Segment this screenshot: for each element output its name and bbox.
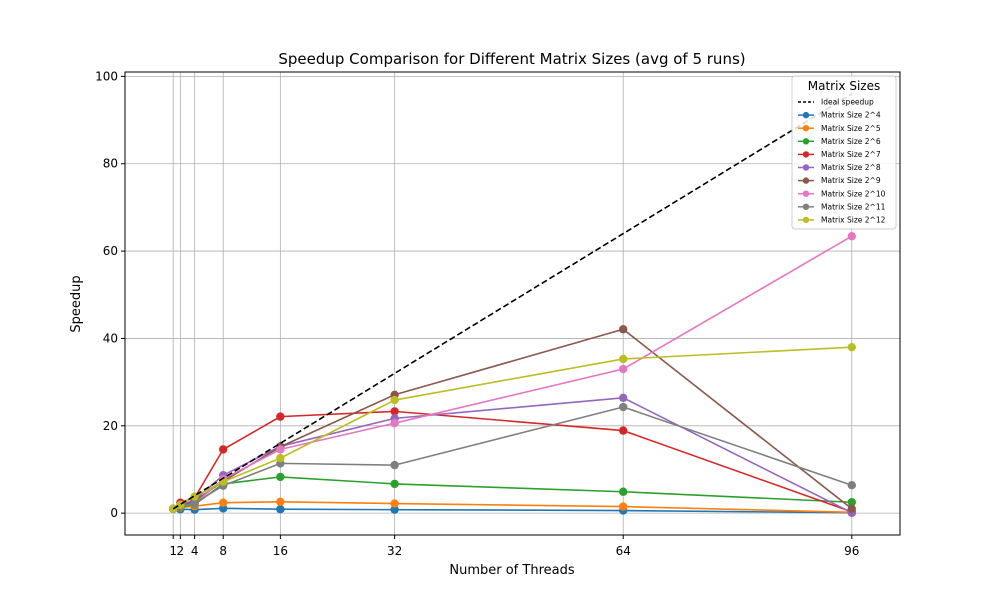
axis-ticks: 1 2 4 8 16 32 64 96 0 20 40 60 80 100 <box>95 69 859 558</box>
legend-swatch-marker <box>802 151 810 158</box>
series-line-matrix-size-2-10 <box>172 235 853 510</box>
plot-area-frame <box>124 71 901 536</box>
data-point-matrix-size-2-4 <box>276 505 285 514</box>
data-point-matrix-size-2-11 <box>619 402 628 412</box>
data-point-matrix-size-2-10 <box>847 232 856 241</box>
legend-label: Matrix Size 2^11 <box>821 202 886 211</box>
legend-entry: Matrix Size 2^9 <box>798 176 881 185</box>
legend-label: Matrix Size 2^7 <box>821 150 881 159</box>
data-point-matrix-size-2-11 <box>190 498 199 508</box>
y-tick-label: 20 <box>103 419 118 433</box>
data-point-matrix-size-2-7 <box>390 407 399 416</box>
legend-swatch-marker <box>802 216 810 224</box>
legend-entries: Ideal speedup Matrix Size 2^4 Matrix Size … <box>798 98 886 225</box>
legend-entry: Matrix Size 2^8 <box>798 163 881 172</box>
y-tick-label: 60 <box>103 244 118 258</box>
series-line-matrix-size-2-8 <box>172 397 853 514</box>
series-line-matrix-size-2-11 <box>172 406 853 510</box>
data-point-matrix-size-2-6 <box>390 479 399 489</box>
ideal-speedup-line <box>172 93 853 510</box>
y-tick-label: 80 <box>103 157 118 171</box>
data-point-matrix-size-2-11 <box>390 460 399 470</box>
x-tick-label: 8 <box>219 544 227 558</box>
series-line-matrix-size-2-6 <box>173 476 852 510</box>
data-point-matrix-size-2-5 <box>390 499 399 508</box>
data-point-matrix-size-2-12 <box>276 453 285 463</box>
legend-entry: Matrix Size 2^6 <box>798 137 881 146</box>
plot-series <box>169 93 856 517</box>
legend-label: Matrix Size 2^4 <box>821 111 881 120</box>
data-point-matrix-size-2-8 <box>619 393 628 403</box>
data-point-matrix-size-2-7 <box>219 445 228 454</box>
legend-swatch-marker <box>802 203 810 210</box>
legend-label: Matrix Size 2^5 <box>821 124 881 133</box>
legend-label: Matrix Size 2^12 <box>821 216 886 225</box>
grid-lines <box>125 72 900 535</box>
y-axis-label: Speedup <box>69 275 84 332</box>
data-point-matrix-size-2-9 <box>847 504 856 513</box>
legend-entry: Matrix Size 2^10 <box>798 189 886 198</box>
data-point-matrix-size-2-12 <box>619 354 628 364</box>
data-point-matrix-size-2-4 <box>390 505 399 514</box>
data-point-matrix-size-2-10 <box>276 445 285 454</box>
data-point-matrix-size-2-12 <box>847 342 856 352</box>
legend-title: Matrix Sizes <box>808 79 880 93</box>
data-point-matrix-size-2-6 <box>847 498 856 507</box>
legend-entry: Matrix Size 2^11 <box>798 202 886 211</box>
data-point-matrix-size-2-7 <box>619 426 628 435</box>
x-tick-label: 16 <box>273 544 288 558</box>
x-tick-label: 1 <box>169 544 177 558</box>
data-point-matrix-size-2-7 <box>276 412 285 421</box>
legend-swatch-marker <box>802 138 810 145</box>
data-point-matrix-size-2-10 <box>619 364 628 374</box>
legend-swatch-marker <box>802 111 810 119</box>
chart-title: Speedup Comparison for Different Matrix … <box>278 50 745 68</box>
data-point-matrix-size-2-5 <box>619 502 628 511</box>
data-point-matrix-size-2-5 <box>219 498 228 507</box>
legend: Matrix Sizes Ideal speedup Matrix Size 2^… <box>791 75 897 230</box>
y-tick-label: 40 <box>103 331 118 345</box>
data-point-matrix-size-2-11 <box>847 481 856 490</box>
legend-box <box>791 75 897 230</box>
legend-entry: Matrix Size 2^4 <box>798 111 881 120</box>
legend-label: Matrix Size 2^10 <box>821 189 886 198</box>
x-tick-label: 32 <box>387 544 402 558</box>
x-tick-label: 4 <box>191 544 199 558</box>
legend-swatch-marker <box>802 125 810 132</box>
legend-entry: Matrix Size 2^7 <box>798 150 881 159</box>
data-point-matrix-size-2-6 <box>619 487 628 496</box>
legend-entry: Matrix Size 2^12 <box>798 216 886 225</box>
y-tick-label: 100 <box>95 69 118 83</box>
x-tick-label: 2 <box>177 544 185 558</box>
legend-entry: Matrix Size 2^5 <box>798 124 881 133</box>
legend-label: Matrix Size 2^8 <box>821 163 881 172</box>
legend-label: Matrix Size 2^6 <box>821 137 881 146</box>
x-tick-label: 64 <box>616 544 631 558</box>
legend-swatch-marker <box>802 164 810 171</box>
data-point-matrix-size-2-12 <box>390 395 399 405</box>
legend-swatch-marker <box>802 190 810 197</box>
x-tick-label: 96 <box>844 544 859 558</box>
data-point-matrix-size-2-5 <box>276 497 285 507</box>
legend-label: Matrix Size 2^9 <box>821 176 881 185</box>
legend-label: Ideal speedup <box>821 98 874 107</box>
data-point-matrix-size-2-9 <box>619 325 628 334</box>
x-axis-label: Number of Threads <box>449 563 574 578</box>
legend-swatch-marker <box>802 177 810 184</box>
data-point-matrix-size-2-10 <box>390 418 399 428</box>
y-tick-label: 0 <box>110 506 118 520</box>
legend-entry: Ideal speedup <box>798 98 874 107</box>
data-point-matrix-size-2-6 <box>276 472 285 482</box>
